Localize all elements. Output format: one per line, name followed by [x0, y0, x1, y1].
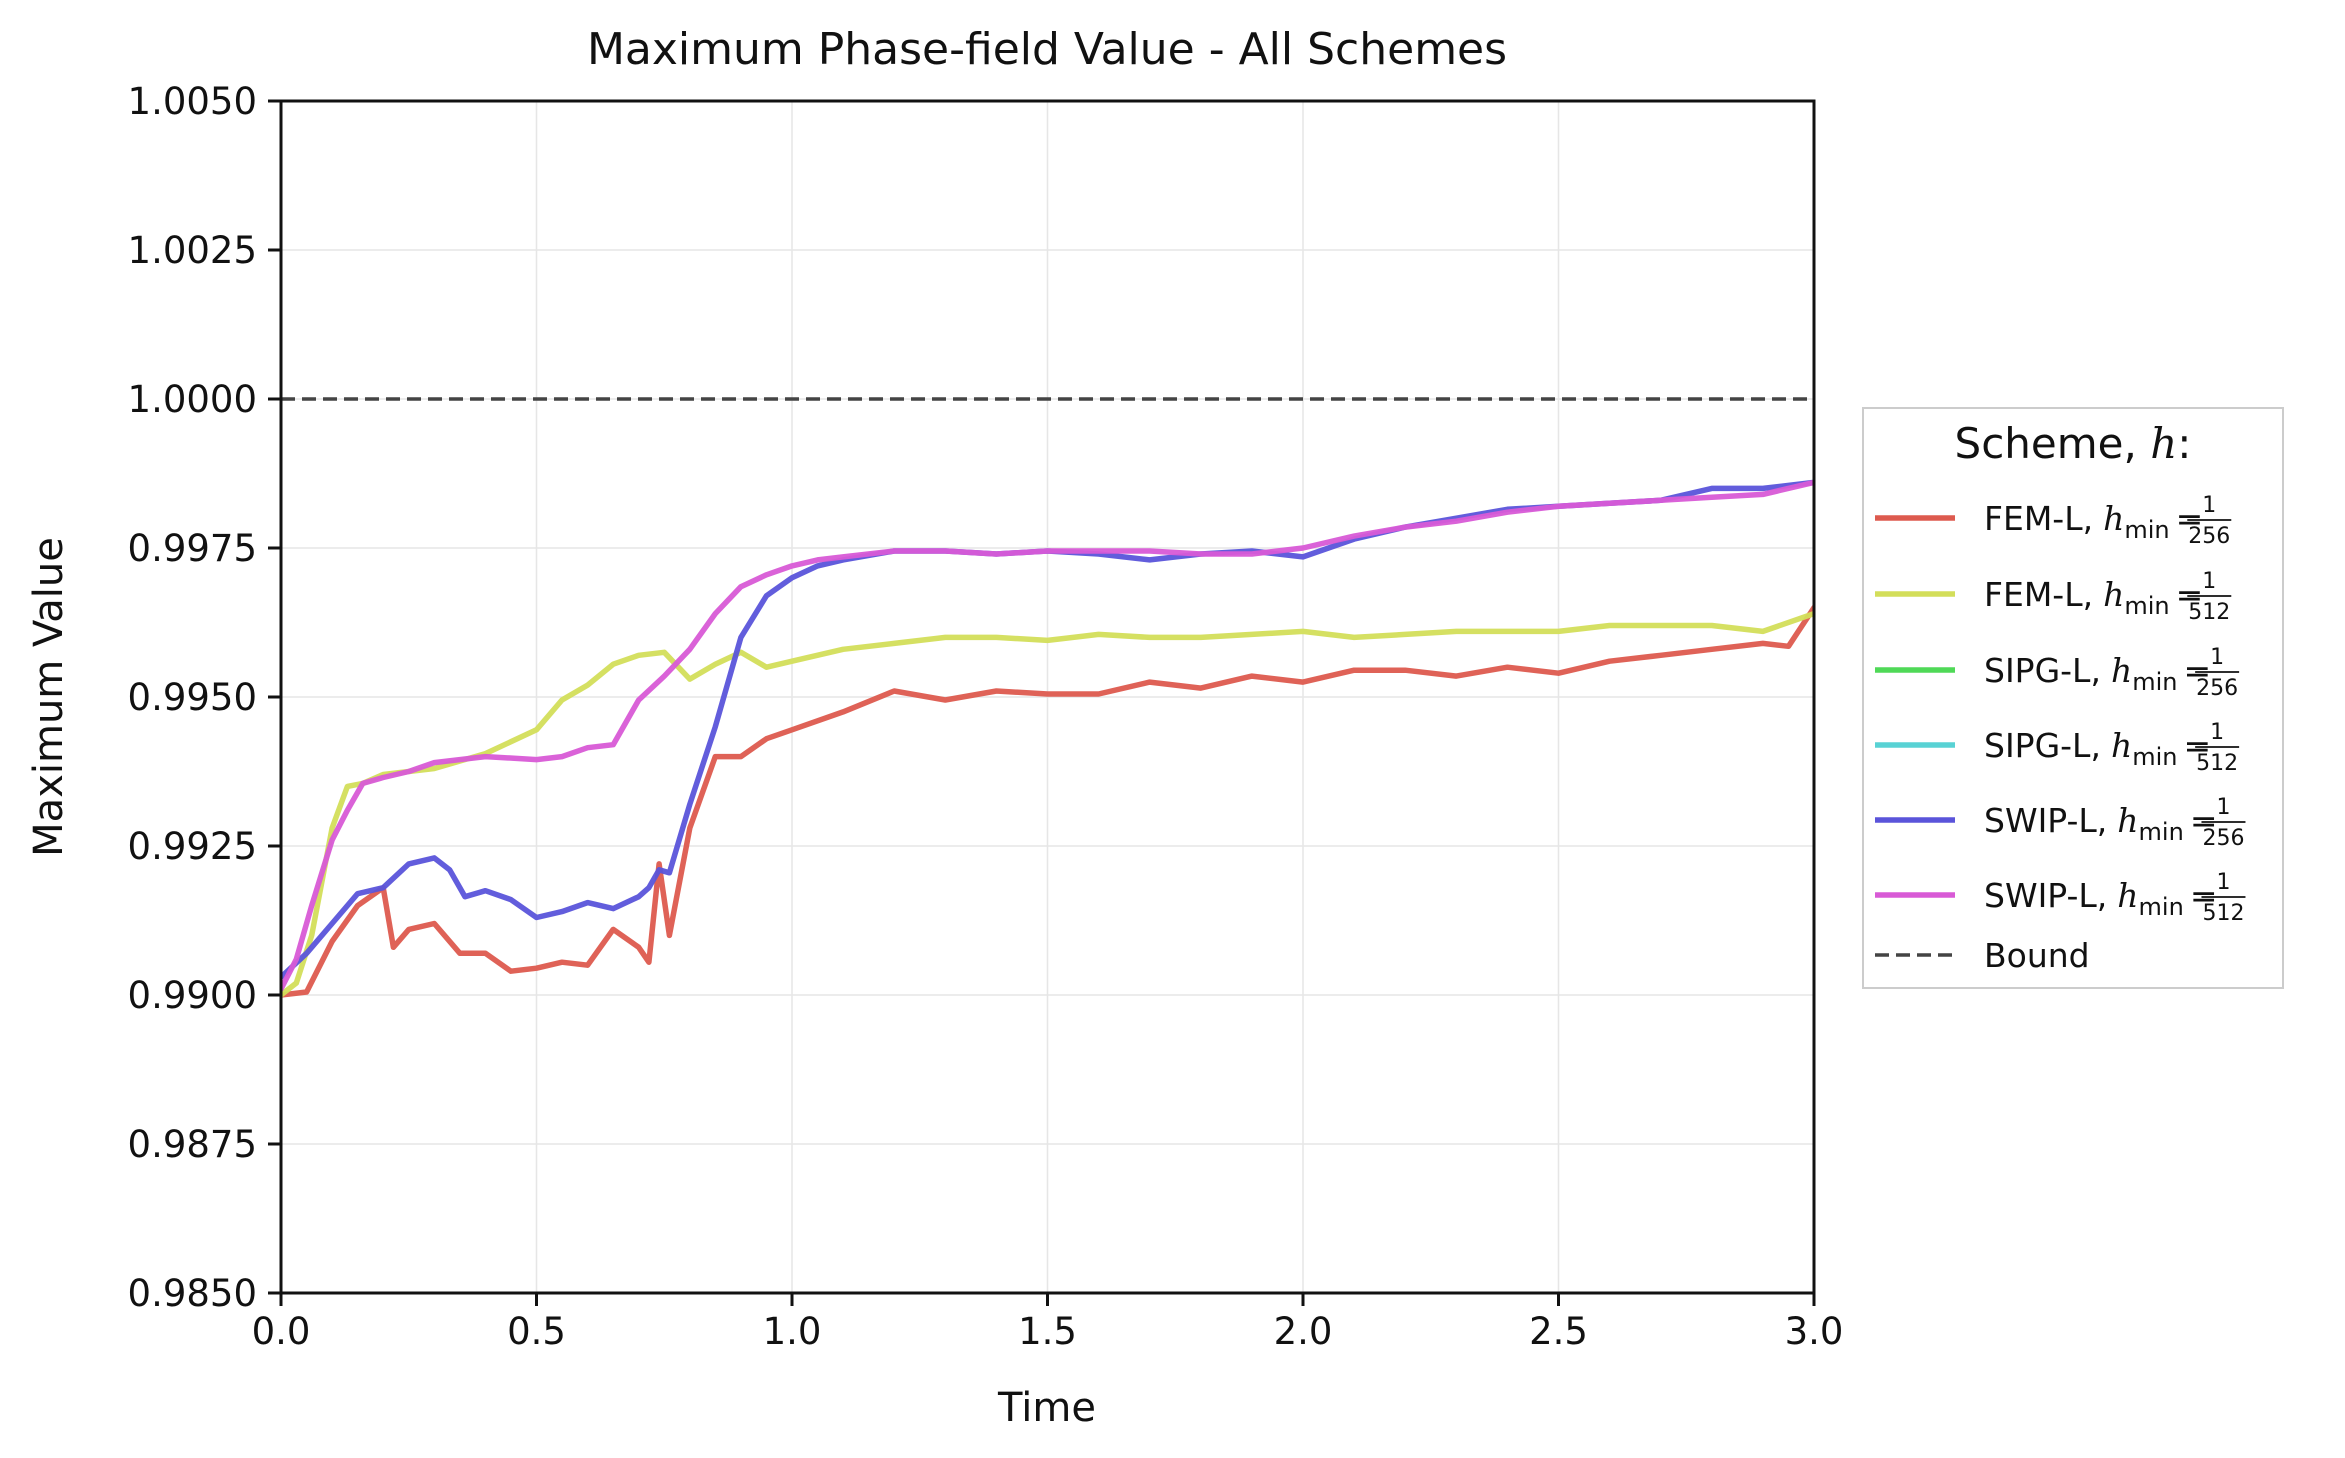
- legend-var: h: [2103, 499, 2124, 538]
- legend-entry: SIPG-L, hmin = 1 512: [1875, 720, 2240, 776]
- legend-scheme: SIPG-L,: [1984, 726, 2101, 765]
- legend-equals: =: [2183, 651, 2211, 690]
- chart-title: Maximum Phase-field Value - All Schemes: [587, 24, 1507, 75]
- legend-sub: min: [2124, 516, 2169, 544]
- legend-scheme: FEM-L,: [1984, 499, 2093, 538]
- x-tick-label: 1.5: [1018, 1310, 1077, 1353]
- y-tick-label: 0.9850: [128, 1272, 257, 1315]
- legend-label: SIPG-L, hmin =: [1984, 726, 2211, 771]
- legend-entry: SWIP-L, hmin = 1 512: [1875, 870, 2246, 926]
- legend-frac-den: 512: [2202, 901, 2244, 926]
- y-tick-label: 1.0000: [128, 378, 257, 421]
- legend-entry: FEM-L, hmin = 1 512: [1875, 569, 2232, 625]
- legend-label: SIPG-L, hmin =: [1984, 651, 2211, 696]
- legend-entry: SWIP-L, hmin = 1 256: [1875, 795, 2246, 851]
- legend-var: h: [2111, 651, 2132, 690]
- legend-frac-num: 1: [2210, 720, 2224, 745]
- legend-frac-num: 1: [2216, 795, 2230, 820]
- legend-entry: FEM-L, hmin = 1 256: [1875, 493, 2232, 549]
- y-axis-title: Maximum Value: [26, 537, 72, 857]
- x-axis-title: Time: [997, 1385, 1096, 1431]
- legend-equals: =: [2183, 726, 2211, 765]
- series-line-3: [281, 479, 1814, 992]
- legend-equals: =: [2176, 499, 2204, 538]
- series-line-0: [281, 604, 1814, 998]
- legend-equals: =: [2176, 575, 2204, 614]
- y-tick-label: 1.0050: [128, 80, 257, 123]
- legend-frac-num: 1: [2216, 870, 2230, 895]
- legend-box: [1862, 407, 2284, 989]
- legend-sub: min: [2124, 592, 2169, 620]
- legend-equals: =: [2190, 876, 2218, 915]
- y-tick-label: 0.9975: [128, 527, 257, 570]
- legend-var: h: [2117, 876, 2138, 915]
- y-tick-label: 0.9875: [128, 1123, 257, 1166]
- x-axis: 0.0 0.5 1.0 1.5 2.0 2.5 3.0: [252, 1293, 1844, 1353]
- series-layer: [281, 479, 1814, 998]
- legend-title-suffix: :: [2177, 419, 2191, 468]
- legend-frac-den: 256: [2202, 826, 2244, 851]
- x-tick-label: 2.0: [1274, 1310, 1333, 1353]
- legend-frac-num: 1: [2210, 645, 2224, 670]
- legend-var: h: [2117, 801, 2138, 840]
- legend-entry: SIPG-L, hmin = 1 256: [1875, 645, 2240, 701]
- legend-frac-num: 1: [2202, 493, 2216, 518]
- legend-scheme: SWIP-L,: [1984, 876, 2107, 915]
- legend-frac-den: 256: [2196, 676, 2238, 701]
- legend-frac-num: 1: [2202, 569, 2216, 594]
- legend-var: h: [2111, 726, 2132, 765]
- y-tick-label: 0.9950: [128, 676, 257, 719]
- legend-scheme: FEM-L,: [1984, 575, 2093, 614]
- x-tick-label: 2.5: [1529, 1310, 1588, 1353]
- x-tick-label: 1.0: [763, 1310, 822, 1353]
- legend-frac-den: 512: [2188, 600, 2230, 625]
- legend-sub: min: [2139, 893, 2184, 921]
- y-tick-label: 0.9900: [128, 974, 257, 1017]
- x-tick-label: 3.0: [1785, 1310, 1844, 1353]
- legend-label: FEM-L, hmin =: [1984, 575, 2203, 620]
- legend-scheme: SIPG-L,: [1984, 651, 2101, 690]
- legend-label: FEM-L, hmin =: [1984, 499, 2203, 544]
- legend-scheme: SWIP-L,: [1984, 801, 2107, 840]
- x-tick-label: 0.5: [507, 1310, 566, 1353]
- legend-entry: Bound: [1875, 936, 2090, 975]
- legend-var: h: [2103, 575, 2124, 614]
- legend-sub: min: [2139, 818, 2184, 846]
- legend-equals: =: [2190, 801, 2218, 840]
- legend-label: SWIP-L, hmin =: [1984, 876, 2217, 921]
- legend-label: SWIP-L, hmin =: [1984, 801, 2217, 846]
- y-axis: 0.9850 0.9875 0.9900 0.9925 0.9950 0.9975 1.00…: [128, 80, 281, 1315]
- x-tick-label: 0.0: [252, 1310, 311, 1353]
- legend-label: Bound: [1984, 936, 2090, 975]
- legend-frac-den: 512: [2196, 751, 2238, 776]
- y-tick-label: 1.0025: [128, 229, 257, 272]
- legend-sub: min: [2132, 743, 2177, 771]
- legend-title-prefix: Scheme,: [1955, 419, 2151, 468]
- legend-sub: min: [2132, 668, 2177, 696]
- legend-title-var: h: [2150, 419, 2177, 468]
- y-tick-label: 0.9925: [128, 825, 257, 868]
- legend-frac-den: 256: [2188, 524, 2230, 549]
- legend-title: Scheme, h:: [1955, 419, 2192, 468]
